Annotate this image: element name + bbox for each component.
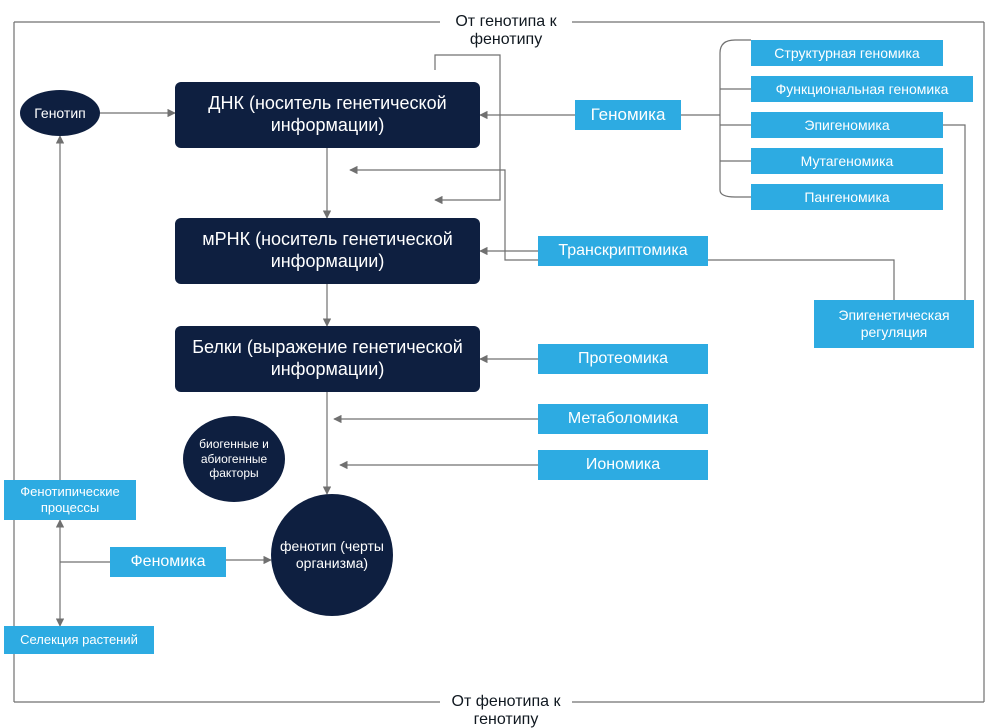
node-phenomics: Феномика	[110, 547, 226, 577]
node-proteomics: Протеомика	[538, 344, 708, 374]
node-transcriptomics: Транскриптомика	[538, 236, 708, 266]
edge	[720, 190, 751, 197]
node-genotype: Генотип	[20, 90, 100, 136]
edge	[720, 40, 751, 53]
title-bottom: От фенотипа к генотипу	[440, 693, 572, 728]
node-genomics: Геномика	[575, 100, 681, 130]
node-dna: ДНК (носитель генетической информации)	[175, 82, 480, 148]
node-phenotype: фенотип (черты организма)	[271, 494, 393, 616]
node-metabolomics: Метаболомика	[538, 404, 708, 434]
edge	[943, 125, 965, 300]
node-pangenomics: Пангеномика	[751, 184, 943, 210]
node-ionomics: Иономика	[538, 450, 708, 480]
node-epi_regulation: Эпигенетическая регуляция	[814, 300, 974, 348]
node-structural_gen: Структурная геномика	[751, 40, 943, 66]
node-mrna: мРНК (носитель генетической информации)	[175, 218, 480, 284]
node-factors: биогенные и абиогенные факторы	[183, 416, 285, 502]
node-functional_gen: Функциональная геномика	[751, 76, 973, 102]
edges-layer	[0, 0, 998, 728]
node-proteins: Белки (выражение генетической информации…	[175, 326, 480, 392]
node-epigenomics: Эпигеномика	[751, 112, 943, 138]
title-top: От генотипа к фенотипу	[440, 13, 572, 49]
node-plant_selection: Селекция растений	[4, 626, 154, 654]
node-pheno_processes: Фенотипические процессы	[4, 480, 136, 520]
node-mutagenomics: Мутагеномика	[751, 148, 943, 174]
